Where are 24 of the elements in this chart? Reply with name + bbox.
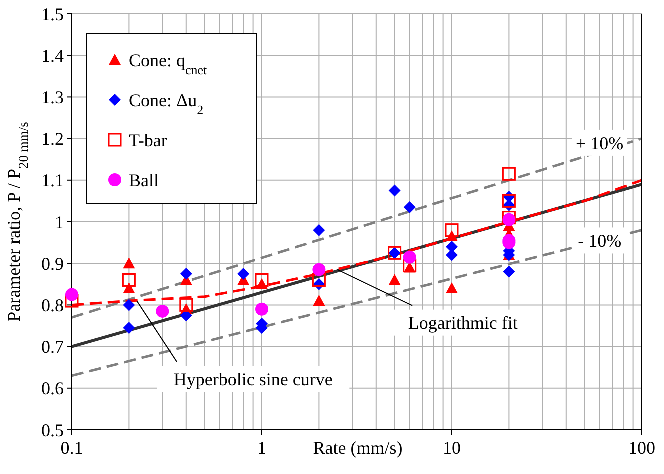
legend-label: Ball (129, 170, 159, 190)
x-tick-label: 0.1 (60, 438, 84, 458)
y-tick-label: 0.6 (42, 378, 64, 399)
x-tick-label: 100 (628, 438, 656, 458)
y-tick-label: 1 (55, 212, 64, 232)
x-tick-label: 1 (258, 438, 266, 458)
y-tick-label: 0.9 (42, 254, 64, 274)
y-tick-label: 1.1 (42, 170, 64, 191)
legend-label: T-bar (129, 130, 168, 150)
y-tick-label: 0.8 (42, 296, 64, 316)
y-tick-label: 1.3 (42, 88, 64, 108)
y-tick-label: 1.5 (42, 4, 64, 24)
y-tick-label: 1.2 (42, 129, 64, 150)
x-axis-title: Rate (mm/s) (313, 438, 403, 458)
legend-label: Cone: Δu$_{2}$ (129, 90, 204, 117)
legend-label: Cone: q$_{cnet}$ (129, 50, 208, 77)
annotation: + 10% (576, 133, 624, 154)
annotation: Logarithmic fit (408, 313, 518, 334)
y-tick-label: 1.4 (42, 46, 64, 66)
y-tick-label: 0.5 (42, 420, 64, 440)
annotation: Hyperbolic sine curve (174, 369, 333, 390)
y-tick-label: 0.7 (42, 337, 64, 358)
x-tick-label: 10 (443, 438, 461, 458)
annotation: - 10% (578, 231, 622, 252)
